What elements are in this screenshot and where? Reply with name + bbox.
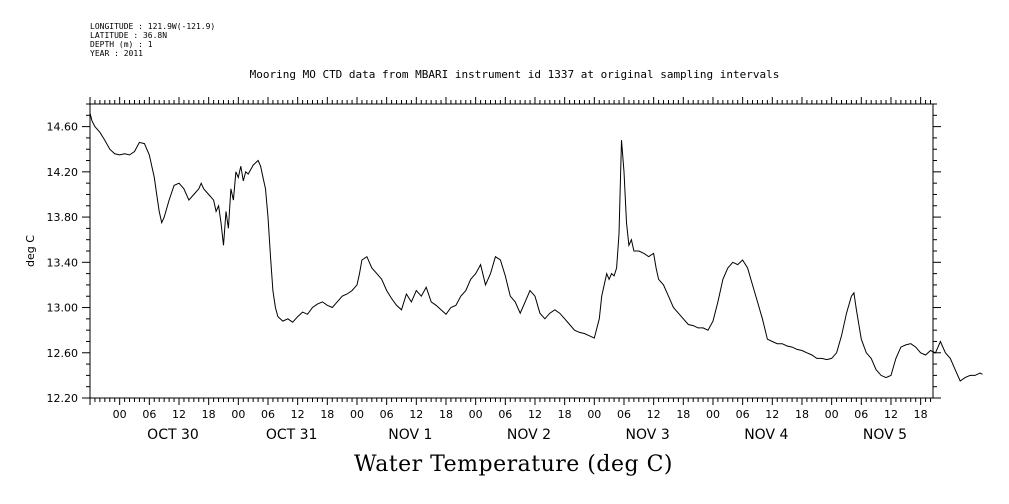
y-tick-label: 12.20 (47, 392, 79, 405)
longitude-label: LONGITUDE : 121.9W(-121.9) (90, 22, 216, 31)
depth-label: DEPTH (m) : 1 (90, 40, 153, 49)
x-hour-label: 12 (647, 408, 661, 421)
x-hour-label: 06 (380, 408, 394, 421)
plot-frame (89, 103, 934, 399)
x-hour-label: 18 (558, 408, 572, 421)
x-day-label: NOV 5 (863, 427, 907, 443)
y-tick-label: 14.20 (47, 166, 79, 179)
x-hour-label: 12 (765, 408, 779, 421)
y-axis: 12.20 12.60 13.00 13.40 13.80 14.20 14.60 (47, 103, 941, 405)
y-axis-label: deg C (24, 235, 37, 267)
y-tick-label: 13.40 (47, 256, 79, 269)
y-tick-label: 13.80 (47, 211, 79, 224)
chart-title: Mooring MO CTD data from MBARI instrumen… (249, 68, 780, 81)
y-tick-label: 12.60 (47, 347, 79, 360)
x-day-label: NOV 3 (626, 427, 670, 443)
latitude-label: LATITUDE : 36.8N (90, 31, 168, 40)
chart-axes (89, 103, 934, 399)
x-hour-label: 00 (231, 408, 245, 421)
x-axis-title: Water Temperature (deg C) (354, 452, 673, 477)
x-hour-label: 12 (172, 408, 186, 421)
x-hour-label: 12 (409, 408, 423, 421)
series-line-water-temperature (89, 112, 983, 382)
x-hour-label: 00 (587, 408, 601, 421)
x-hour-label: 18 (320, 408, 334, 421)
x-hour-label: 00 (113, 408, 127, 421)
x-hour-label: 06 (736, 408, 750, 421)
x-hour-label: 18 (202, 408, 216, 421)
x-hour-label: 00 (350, 408, 364, 421)
x-hour-label: 06 (498, 408, 512, 421)
x-day-label: NOV 2 (507, 427, 551, 443)
x-day-label: OCT 31 (266, 427, 318, 443)
x-hour-label: 18 (439, 408, 453, 421)
metadata-block: LONGITUDE : 121.9W(-121.9) LATITUDE : 36… (90, 22, 215, 58)
x-hour-label: 12 (884, 408, 898, 421)
x-hour-label: 06 (617, 408, 631, 421)
x-hour-label: 00 (706, 408, 720, 421)
x-hour-label: 06 (261, 408, 275, 421)
y-tick-label: 13.00 (47, 302, 79, 315)
x-axis: 00 06 12 18 00 06 12 18 00 06 12 18 00 06 12 18 00 06 12 18… (89, 97, 932, 443)
x-hour-label: 18 (676, 408, 690, 421)
year-label: YEAR : 2011 (90, 49, 143, 58)
x-hour-label: 06 (854, 408, 868, 421)
x-hour-label: 12 (528, 408, 542, 421)
x-hour-label: 06 (142, 408, 156, 421)
x-day-label: NOV 4 (744, 427, 788, 443)
y-tick-label: 14.60 (47, 121, 79, 134)
x-hour-label: 18 (914, 408, 928, 421)
x-hour-label: 00 (469, 408, 483, 421)
x-hour-label: 00 (825, 408, 839, 421)
x-day-label: NOV 1 (388, 427, 432, 443)
x-hour-label: 12 (291, 408, 305, 421)
x-hour-label: 18 (795, 408, 809, 421)
x-day-label: OCT 30 (147, 427, 199, 443)
